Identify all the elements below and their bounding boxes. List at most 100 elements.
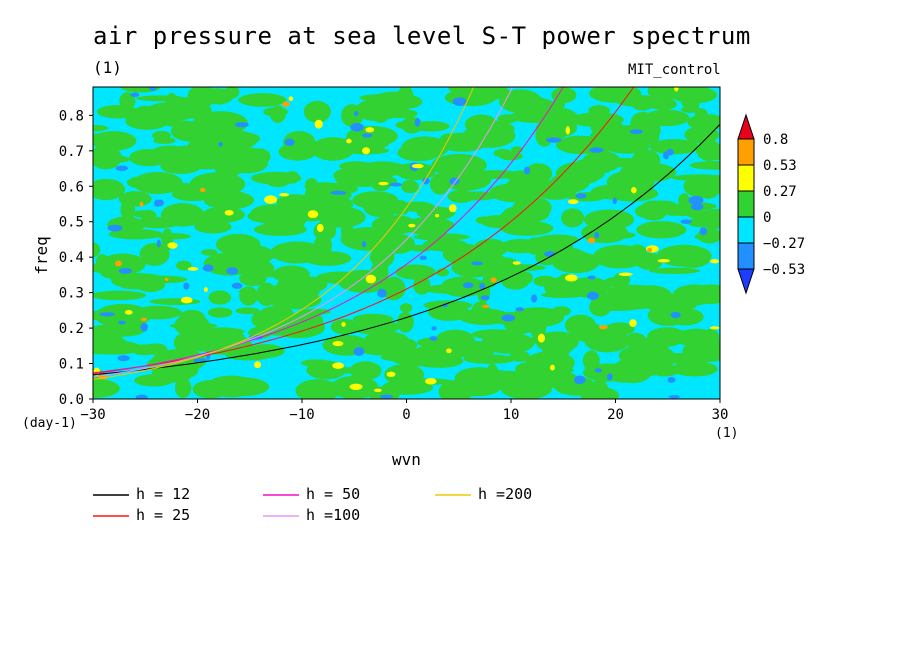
field-patch — [580, 387, 620, 399]
field-patch — [239, 286, 258, 306]
field-patch — [350, 123, 364, 132]
field-patch — [506, 175, 550, 195]
field-patch — [188, 175, 222, 197]
field-patch — [690, 203, 704, 211]
field-patch — [618, 272, 633, 277]
field-patch — [180, 296, 193, 304]
field-patch — [260, 296, 307, 304]
field-patch — [435, 213, 440, 218]
field-patch — [452, 97, 467, 106]
field-patch — [565, 126, 570, 135]
field-patch — [689, 161, 720, 170]
field-patch — [93, 262, 122, 274]
colorbar-segment — [737, 216, 755, 244]
field-patch — [604, 277, 621, 288]
field-patch — [524, 371, 549, 379]
field-patch — [615, 360, 632, 373]
field-patch — [136, 95, 187, 102]
field-patch — [139, 201, 144, 207]
field-patch — [606, 373, 613, 381]
y-tick-label: 0.1 — [59, 357, 84, 373]
colorbar-label: −0.27 — [763, 236, 805, 252]
field-patch — [598, 125, 655, 145]
field-patch — [177, 335, 216, 352]
x-tick-label: 10 — [503, 407, 520, 423]
field-patch — [694, 108, 708, 122]
field-patch — [300, 194, 354, 215]
colorbar-label: 0.53 — [763, 158, 797, 174]
field-patch — [234, 121, 249, 128]
field-patch — [638, 200, 668, 221]
field-patch — [456, 191, 498, 201]
field-patch — [93, 242, 101, 258]
field-patch — [202, 264, 214, 272]
field-patch — [479, 282, 486, 290]
colorbar-label: 0 — [763, 210, 771, 226]
field-patch — [629, 129, 643, 135]
field-patch — [628, 244, 647, 262]
field-patch — [114, 260, 122, 267]
field-patch — [332, 362, 345, 369]
field-patch — [446, 348, 452, 354]
field-patch — [401, 136, 449, 159]
field-patch — [473, 87, 510, 98]
colorbar-segment — [737, 164, 755, 192]
field-patch — [431, 153, 487, 177]
field-patch — [364, 175, 398, 187]
field-patch — [371, 336, 418, 353]
y-tick-label: 0.0 — [59, 392, 84, 408]
field-patch — [697, 139, 720, 162]
field-patch — [264, 195, 278, 204]
field-patch — [390, 347, 443, 367]
colorbar-segment — [737, 138, 755, 166]
field-patch — [316, 223, 324, 232]
field-patch — [231, 282, 243, 289]
field-patch — [167, 242, 178, 249]
field-patch — [667, 376, 676, 383]
field-patch — [657, 258, 670, 263]
field-patch — [531, 294, 538, 303]
dispersion-curve — [93, 87, 475, 380]
field-patch — [119, 92, 136, 110]
dispersion-curve — [93, 87, 564, 375]
field-patch — [118, 268, 132, 274]
field-patch — [535, 118, 569, 141]
field-patch — [591, 300, 642, 308]
field-patch — [464, 114, 498, 135]
field-patch — [107, 224, 123, 232]
field-patch — [174, 214, 210, 223]
field-patch — [279, 192, 290, 197]
field-patch — [365, 127, 375, 133]
field-patch — [255, 270, 297, 278]
field-patch — [115, 165, 129, 171]
field-patch — [93, 178, 126, 201]
field-patch — [422, 177, 430, 185]
field-patch — [687, 114, 720, 131]
field-patch — [246, 344, 285, 359]
field-patch — [340, 227, 395, 251]
field-patch — [587, 275, 596, 280]
legend-label: h =100 — [306, 506, 361, 524]
field-patch — [666, 148, 674, 156]
field-patch — [680, 88, 699, 110]
field-patch — [340, 220, 354, 243]
field-patch — [599, 324, 608, 330]
y-tick-label: 0.5 — [59, 215, 84, 231]
field-patch — [551, 306, 571, 317]
chart-title: air pressure at sea level S-T power spec… — [93, 22, 751, 50]
field-patch — [440, 276, 485, 297]
field-patch — [203, 190, 255, 210]
field-patch — [540, 291, 585, 298]
dispersion-curve — [93, 87, 514, 378]
field-patch — [647, 304, 689, 326]
field-patch — [437, 132, 489, 152]
field-patch — [631, 187, 637, 194]
field-patch — [134, 374, 174, 387]
field-patch — [552, 97, 566, 110]
legend-label: h = 50 — [306, 485, 361, 503]
field-patch — [150, 153, 179, 165]
field-patch — [205, 375, 257, 398]
field-patch — [709, 259, 720, 264]
field-patch — [282, 101, 290, 107]
field-patch — [341, 322, 346, 327]
